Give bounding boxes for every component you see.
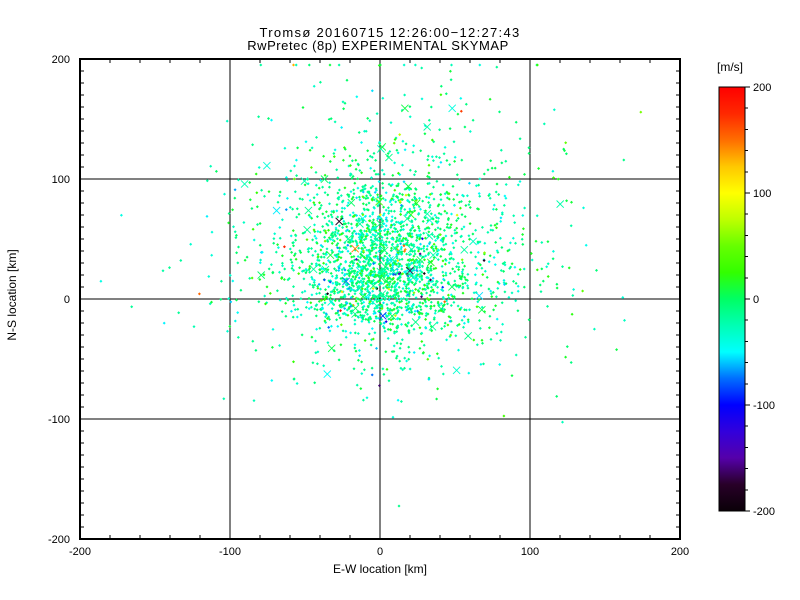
svg-text:100: 100	[753, 188, 771, 200]
svg-text:N-S location [km]: N-S location [km]	[5, 249, 19, 340]
svg-text:-100: -100	[48, 414, 70, 426]
svg-text:100: 100	[521, 546, 539, 558]
svg-text:-100: -100	[219, 546, 241, 558]
svg-text:-100: -100	[753, 400, 775, 412]
svg-text:[m/s]: [m/s]	[717, 60, 743, 74]
svg-text:200: 200	[753, 82, 771, 94]
svg-text:200: 200	[52, 54, 70, 66]
svg-text:0: 0	[753, 294, 759, 306]
svg-text:-200: -200	[48, 534, 70, 546]
svg-text:0: 0	[64, 294, 70, 306]
svg-text:-200: -200	[69, 546, 91, 558]
svg-text:-200: -200	[753, 506, 775, 518]
svg-text:200: 200	[671, 546, 689, 558]
svg-text:E-W location [km]: E-W location [km]	[333, 562, 427, 576]
svg-text:RwPretec (8p) EXPERIMENTAL SK: RwPretec (8p) EXPERIMENTAL SKYMAP	[247, 38, 509, 53]
svg-text:0: 0	[377, 546, 383, 558]
svg-text:100: 100	[52, 174, 70, 186]
